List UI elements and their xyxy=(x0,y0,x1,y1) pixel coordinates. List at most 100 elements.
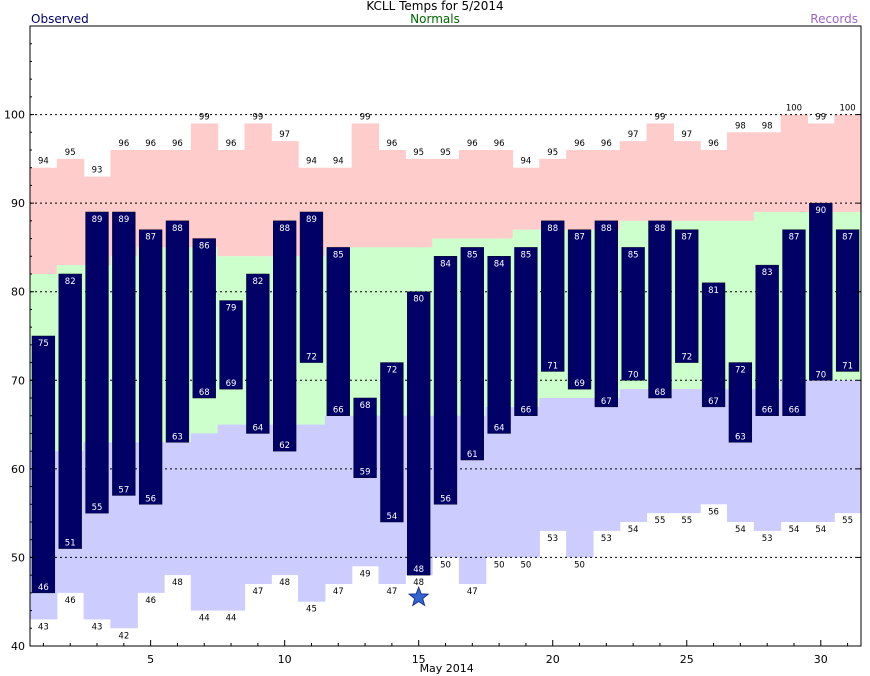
x-tick-label: 20 xyxy=(546,653,560,666)
record-high-band xyxy=(324,167,353,248)
observed-low-label: 46 xyxy=(38,583,49,593)
observed-low-label: 56 xyxy=(145,494,156,504)
record-high-band xyxy=(56,158,85,266)
observed-bar xyxy=(755,264,779,416)
record-low-band xyxy=(592,398,621,531)
observed-low-label: 64 xyxy=(252,423,263,433)
observed-low-label: 68 xyxy=(655,388,666,398)
record-high-label: 96 xyxy=(708,139,719,149)
record-high-label: 100 xyxy=(786,104,802,114)
observed-high-label: 89 xyxy=(92,215,103,225)
observed-bar xyxy=(58,273,82,549)
y-tick-label: 50 xyxy=(11,551,25,564)
observed-low-label: 48 xyxy=(413,565,424,575)
record-low-label: 43 xyxy=(38,622,49,632)
record-low-label: 45 xyxy=(306,605,317,615)
observed-high-label: 72 xyxy=(386,366,397,376)
record-high-label: 97 xyxy=(279,130,290,140)
observed-low-label: 69 xyxy=(574,379,585,389)
observed-bar xyxy=(138,229,163,505)
normal-band xyxy=(726,220,755,390)
record-high-band xyxy=(30,167,58,274)
observed-bar xyxy=(380,362,404,523)
observed-bar xyxy=(165,220,190,443)
record-high-label: 96 xyxy=(145,139,156,149)
star-icon xyxy=(407,585,430,607)
record-high-band xyxy=(566,150,594,230)
observed-low-label: 72 xyxy=(681,353,692,363)
record-low-band xyxy=(217,424,246,611)
record-high-band xyxy=(780,114,808,212)
observed-bar xyxy=(326,247,350,416)
y-tick-label: 90 xyxy=(11,197,25,210)
record-high-label: 96 xyxy=(574,139,585,149)
observed-high-label: 72 xyxy=(735,366,746,376)
record-high-band xyxy=(700,150,728,221)
record-low-band xyxy=(834,380,862,514)
observed-high-label: 88 xyxy=(655,224,666,234)
observed-low-label: 66 xyxy=(762,406,773,416)
observed-high-label: 80 xyxy=(413,295,424,305)
record-low-label: 55 xyxy=(655,516,666,526)
record-high-label: 97 xyxy=(628,130,639,140)
observed-high-label: 83 xyxy=(762,268,773,278)
observed-high-label: 87 xyxy=(789,233,800,243)
observed-high-label: 87 xyxy=(574,233,585,243)
observed-low-label: 66 xyxy=(789,406,800,416)
record-low-label: 44 xyxy=(199,614,210,624)
record-high-band xyxy=(485,150,514,239)
normal-band xyxy=(351,247,380,416)
observed-bar xyxy=(460,247,484,461)
record-high-label: 99 xyxy=(815,112,826,122)
observed-bar xyxy=(782,229,806,416)
observed-high-label: 85 xyxy=(521,250,532,260)
record-low-label: 50 xyxy=(521,560,532,570)
record-low-label: 53 xyxy=(547,534,558,544)
record-high-band xyxy=(673,141,701,221)
record-high-band xyxy=(512,167,540,230)
record-low-label: 47 xyxy=(252,587,263,597)
record-high-band xyxy=(834,114,862,212)
legend-normals: Normals xyxy=(410,12,460,26)
record-high-label: 99 xyxy=(655,112,666,122)
axes: 40 50 60 70 80 90 100 5 10 15 20 25 30 May 2014 xyxy=(4,25,862,675)
observed-high-label: 87 xyxy=(681,233,692,243)
observed-bar xyxy=(675,229,699,363)
record-low-label: 47 xyxy=(386,587,397,597)
record-high-label: 96 xyxy=(467,139,478,149)
record-high-label: 96 xyxy=(172,139,183,149)
y-tick-label: 70 xyxy=(11,374,25,387)
record-low-band xyxy=(566,398,594,558)
record-low-band xyxy=(298,424,326,602)
observed-low-label: 56 xyxy=(440,494,451,504)
observed-high-label: 82 xyxy=(252,277,263,287)
record-high-band xyxy=(432,158,460,239)
y-tick-label: 100 xyxy=(4,109,25,122)
observed-bar xyxy=(273,220,297,452)
value-labels: 75 46 94 43 82 51 95 46 89 55 93 43 89 57 96 42 87 56 96 46… xyxy=(38,104,856,642)
observed-high-label: 87 xyxy=(145,233,156,243)
record-low-label: 50 xyxy=(494,560,505,570)
record-high-label: 96 xyxy=(601,139,612,149)
record-low-band xyxy=(539,398,567,531)
record-high-label: 94 xyxy=(306,157,317,167)
record-low-band xyxy=(512,406,540,558)
record-low-band xyxy=(646,389,674,514)
observed-low-label: 55 xyxy=(92,503,103,513)
legend-records: Records xyxy=(810,12,858,26)
observed-high-label: 88 xyxy=(279,224,290,234)
x-tick-label: 25 xyxy=(680,653,694,666)
record-high-band xyxy=(726,132,755,221)
observed-high-label: 85 xyxy=(628,250,639,260)
observed-bars xyxy=(31,202,860,594)
record-high-label: 97 xyxy=(681,130,692,140)
observed-high-label: 88 xyxy=(547,224,558,234)
observed-bar xyxy=(85,211,109,514)
observed-bar xyxy=(112,211,136,496)
record-low-label: 54 xyxy=(628,525,639,535)
observed-low-label: 63 xyxy=(735,432,746,442)
record-low-label: 53 xyxy=(762,534,773,544)
observed-low-label: 68 xyxy=(199,388,210,398)
observed-bar xyxy=(219,300,243,390)
